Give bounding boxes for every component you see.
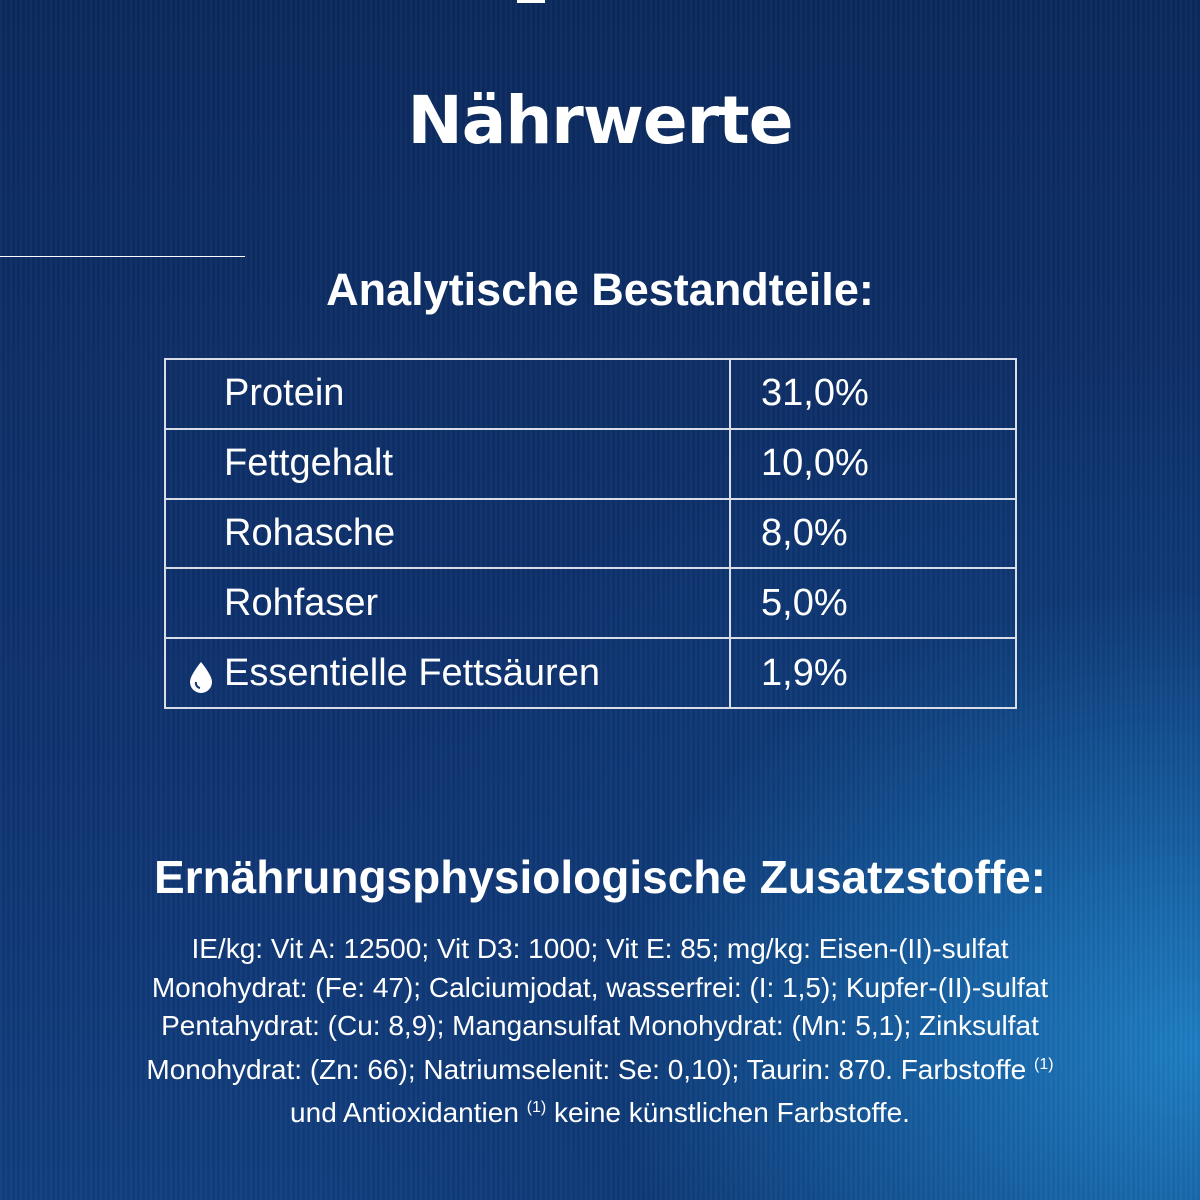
nutrient-value: 10,0% (729, 427, 1017, 500)
droplet-icon (190, 662, 212, 694)
footnote-marker: (1) (1034, 1055, 1054, 1073)
nutrient-value: 1,9% (729, 637, 1017, 709)
table-row: Fettgehalt 10,0% (164, 427, 1017, 500)
text-line: IE/kg: Vit A: 12500; Vit D3: 1000; Vit E… (0, 930, 1200, 969)
nutrient-name: Rohasche (164, 497, 731, 570)
nutrient-label: Essentielle Fettsäuren (224, 651, 600, 694)
text-line: Pentahydrat: (Cu: 8,9); Mangansulfat Mon… (0, 1007, 1200, 1046)
subtitle: Analytische Bestandteile: (326, 264, 874, 315)
text-segment: Monohydrat: (Zn: 66); Natriumselenit: Se… (146, 1053, 1035, 1085)
nutrient-label: Rohfaser (224, 581, 379, 624)
text-line: Monohydrat: (Zn: 66); Natriumselenit: Se… (0, 1046, 1200, 1090)
nutrient-name: Fettgehalt (164, 427, 731, 500)
nutrient-value: 5,0% (729, 567, 1017, 640)
artifact (0, 256, 245, 257)
text-segment: und Antioxidantien (290, 1097, 527, 1128)
footnote-marker: (1) (526, 1099, 547, 1116)
table-row: Protein 31,0% (164, 358, 1017, 430)
nutrient-value: 31,0% (729, 358, 1017, 430)
text-line: Monohydrat: (Fe: 47); Calciumjodat, wass… (0, 969, 1200, 1008)
table-row: Essentielle Fettsäuren 1,9% (164, 637, 1017, 709)
nutrient-name: Essentielle Fettsäuren (164, 637, 731, 709)
artifact (517, 0, 545, 3)
text-segment: Monohydrat: (Fe: 47); Calciumjodat, wass… (151, 971, 1049, 1003)
title: Nährwerte (407, 82, 794, 159)
text-segment: Pentahydrat: (Cu: 8,9); Mangansulfat Mon… (161, 1010, 1039, 1041)
additives-heading: Ernährungsphysiologische Zusatzstoffe: (154, 851, 1046, 903)
nutrient-label: Rohasche (224, 511, 396, 554)
text-segment: keine künstlichen Farbstoffe. (546, 1097, 910, 1128)
nutrient-table: Protein 31,0% Fettgehalt 10,0% Rohasche 8,0% R… (164, 358, 1017, 709)
nutrient-name: Rohfaser (164, 567, 731, 640)
additives-text: IE/kg: Vit A: 12500; Vit D3: 1000; Vit E… (0, 930, 1200, 1133)
nutrient-value: 8,0% (729, 497, 1017, 570)
nutrient-name: Protein (164, 358, 731, 430)
nutrient-label: Protein (224, 372, 345, 415)
table-row: Rohfaser 5,0% (164, 567, 1017, 640)
table-row: Rohasche 8,0% (164, 497, 1017, 570)
nutrient-label: Fettgehalt (224, 442, 393, 485)
text-line: und Antioxidantien (1) keine künstlichen… (0, 1089, 1200, 1133)
text-segment: IE/kg: Vit A: 12500; Vit D3: 1000; Vit E… (191, 933, 1009, 964)
